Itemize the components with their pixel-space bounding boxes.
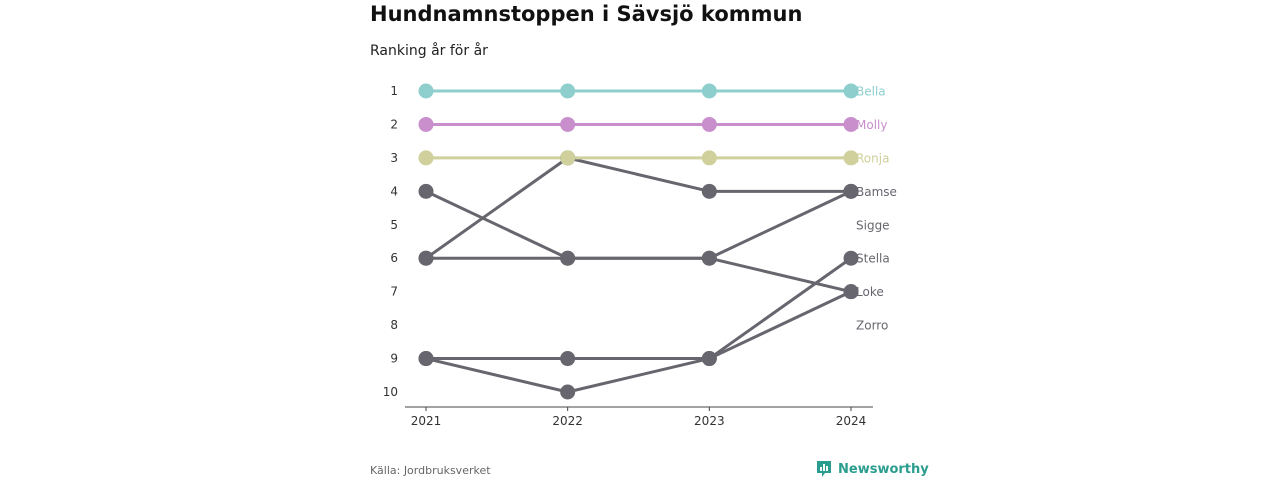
point-molly-2022 (560, 116, 576, 132)
x-axis: 2021 2022 2023 2024 (405, 406, 873, 428)
x-tick-label: 2022 (552, 414, 583, 428)
y-axis: 1 2 3 4 5 6 7 8 9 10 (383, 84, 398, 399)
series-line-bamse (424, 156, 853, 260)
point-ronja-2023 (701, 150, 717, 166)
end-label-zorro: Zorro (856, 319, 888, 333)
x-tick-label: 2024 (836, 414, 867, 428)
chart-subtitle: Ranking år för år (370, 43, 488, 59)
y-tick-label: 10 (383, 385, 398, 399)
point-bella-2023 (701, 83, 717, 99)
x-tick-label: 2021 (411, 414, 442, 428)
y-tick-label: 6 (390, 251, 398, 265)
series-points (418, 83, 859, 400)
point-molly-2021 (418, 116, 434, 132)
y-tick-label: 4 (390, 184, 398, 198)
point-loke-2023 (701, 351, 717, 367)
end-label-ronja: Ronja (856, 151, 889, 165)
point-zorro-2024 (843, 183, 859, 199)
point-ronja-2021 (418, 150, 434, 166)
point-loke-2021 (418, 351, 434, 367)
end-label-loke: Loke (856, 285, 884, 299)
point-bella-2022 (560, 83, 576, 99)
y-tick-label: 7 (390, 285, 398, 299)
series-lines (424, 89, 853, 394)
point-ronja-2024 (843, 150, 859, 166)
point-bella-2021 (418, 83, 434, 99)
y-tick-label: 3 (390, 151, 398, 165)
point-molly-2024 (843, 116, 859, 132)
y-tick-label: 1 (390, 84, 398, 98)
y-tick-label: 5 (390, 218, 398, 232)
point-stella-2024 (843, 250, 859, 266)
point-stella-2022 (560, 384, 576, 400)
end-label-bella: Bella (856, 85, 886, 99)
y-tick-label: 9 (390, 352, 398, 366)
source-note: Källa: Jordbruksverket (370, 464, 491, 477)
chart-title: Hundnamnstoppen i Sävsjö kommun (370, 2, 803, 26)
point-sigge-2021 (418, 183, 434, 199)
y-tick-label: 2 (390, 117, 398, 131)
series-line-sigge (424, 189, 853, 294)
newsworthy-logo-icon (817, 461, 831, 477)
series-line-loke (424, 290, 853, 361)
point-bella-2024 (843, 83, 859, 99)
point-zorro-2022 (560, 250, 576, 266)
end-label-sigge: Sigge (856, 218, 890, 232)
point-molly-2023 (701, 116, 717, 132)
point-bamse-2023 (701, 183, 717, 199)
end-label-molly: Molly (856, 118, 887, 132)
point-zorro-2021 (418, 250, 434, 266)
end-labels: Bella Molly Ronja Bamse Sigge Stella Loke Zorro (856, 85, 897, 333)
end-label-bamse: Bamse (856, 185, 897, 199)
series-line-stella (424, 256, 853, 394)
point-loke-2022 (560, 351, 576, 367)
point-loke-2024 (843, 284, 859, 300)
brand-logo[interactable]: Newsworthy (816, 460, 929, 478)
series-line-zorro (424, 189, 853, 260)
point-zorro-2023 (701, 250, 717, 266)
y-tick-label: 8 (390, 318, 398, 332)
brand-name: Newsworthy (838, 461, 929, 477)
point-ronja-2022 (560, 150, 576, 166)
x-tick-label: 2023 (694, 414, 725, 428)
end-label-stella: Stella (856, 252, 890, 266)
